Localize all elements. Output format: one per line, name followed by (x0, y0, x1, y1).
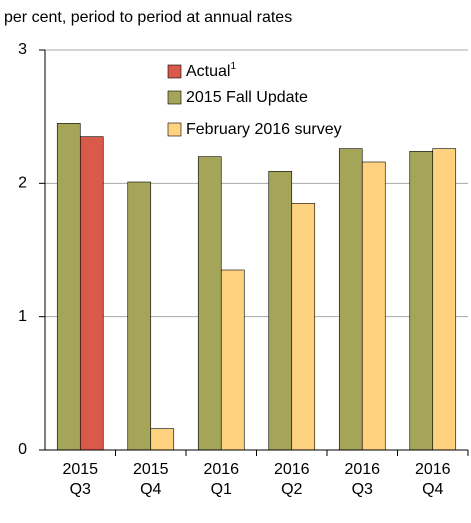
bar (432, 148, 457, 451)
legend-name: 2015 Fall Update (186, 89, 308, 106)
x-tick-label: Q4 (140, 481, 161, 498)
bar (220, 269, 245, 451)
x-tick-label: 2016 (203, 461, 239, 478)
x-tick-label: 2016 (415, 461, 451, 478)
bar (150, 428, 175, 451)
x-tick-label: 2016 (274, 461, 310, 478)
bar (56, 123, 81, 451)
x-tick-label: Q1 (211, 481, 232, 498)
y-tick-label: 1 (18, 308, 27, 325)
x-tick-label: 2015 (133, 461, 169, 478)
y-tick-label: 2 (18, 175, 27, 192)
legend-name: February 2016 survey (186, 121, 342, 138)
bar (197, 156, 222, 451)
bar (127, 181, 152, 451)
x-tick-label: Q3 (70, 481, 91, 498)
x-tick-label: Q4 (422, 481, 443, 498)
legend-swatch (167, 64, 182, 79)
bar (291, 203, 316, 451)
legend-label: 2015 Fall Update (186, 89, 308, 106)
legend-swatch (167, 90, 182, 105)
y-axis-label: per cent, period to period at annual rat… (4, 9, 292, 26)
bar (338, 148, 363, 451)
legend-footnote: 1 (230, 61, 236, 72)
y-tick-label: 0 (18, 441, 27, 458)
bar (409, 151, 434, 451)
bar (268, 171, 293, 451)
bar (361, 161, 386, 451)
x-tick-label: Q3 (352, 481, 373, 498)
x-tick-label: 2016 (344, 461, 380, 478)
legend-name: Actual (186, 63, 230, 80)
legend-label: Actual1 (186, 61, 236, 81)
legend-swatch (167, 122, 182, 137)
bar (79, 136, 104, 451)
y-tick-label: 3 (18, 41, 27, 58)
legend-label: February 2016 survey (186, 121, 342, 138)
x-tick-label: 2015 (62, 461, 98, 478)
x-tick-label: Q2 (281, 481, 302, 498)
